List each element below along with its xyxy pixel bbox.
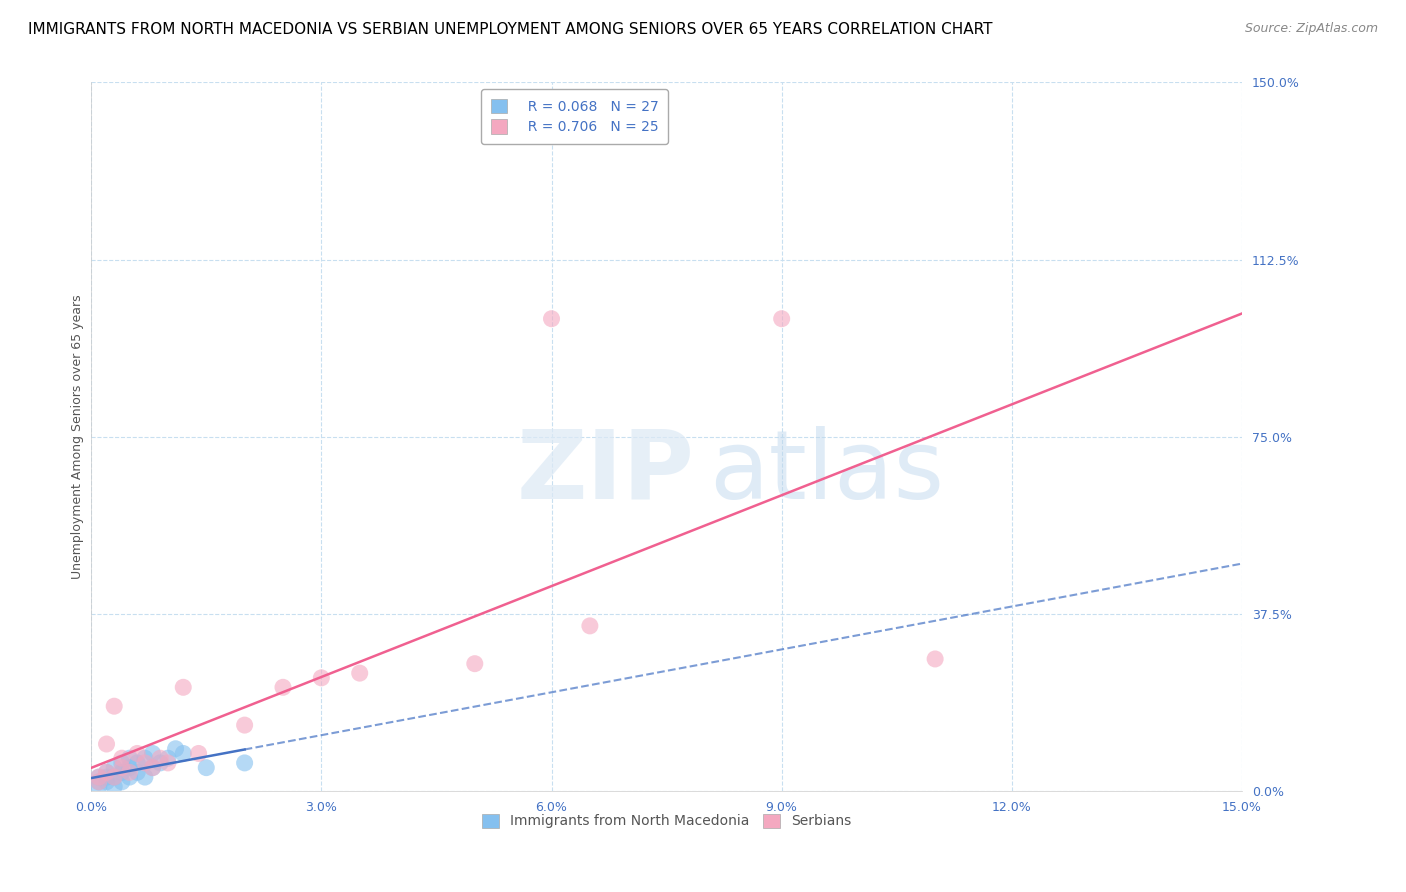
Point: [924, 652, 946, 666]
Point: [118, 751, 141, 765]
Text: IMMIGRANTS FROM NORTH MACEDONIA VS SERBIAN UNEMPLOYMENT AMONG SENIORS OVER 65 YE: IMMIGRANTS FROM NORTH MACEDONIA VS SERBI…: [28, 22, 993, 37]
Point: [103, 699, 125, 714]
Point: [103, 780, 125, 794]
Point: [118, 770, 141, 784]
Point: [87, 770, 110, 784]
Text: ZIP: ZIP: [517, 425, 695, 519]
Text: Source: ZipAtlas.com: Source: ZipAtlas.com: [1244, 22, 1378, 36]
Point: [540, 311, 562, 326]
Legend: Immigrants from North Macedonia, Serbians: Immigrants from North Macedonia, Serbian…: [477, 808, 856, 834]
Point: [134, 751, 156, 765]
Point: [156, 751, 179, 765]
Point: [172, 681, 194, 695]
Point: [311, 671, 333, 685]
Point: [579, 619, 602, 633]
Point: [172, 747, 194, 761]
Point: [96, 737, 118, 751]
Point: [87, 780, 110, 794]
Point: [111, 761, 134, 775]
Point: [103, 761, 125, 775]
Point: [233, 756, 256, 770]
Point: [111, 765, 134, 780]
Point: [156, 756, 179, 770]
Point: [233, 718, 256, 732]
Point: [134, 770, 156, 784]
Point: [127, 756, 149, 770]
Point: [111, 774, 134, 789]
Point: [149, 751, 172, 765]
Point: [195, 761, 218, 775]
Point: [87, 770, 110, 784]
Point: [96, 770, 118, 784]
Point: [142, 747, 165, 761]
Point: [165, 741, 187, 756]
Point: [96, 774, 118, 789]
Point: [87, 774, 110, 789]
Point: [111, 756, 134, 770]
Point: [149, 756, 172, 770]
Point: [142, 761, 165, 775]
Point: [118, 765, 141, 780]
Point: [96, 765, 118, 780]
Point: [271, 681, 294, 695]
Text: atlas: atlas: [709, 425, 945, 519]
Point: [127, 765, 149, 780]
Point: [103, 770, 125, 784]
Point: [187, 747, 209, 761]
Point: [134, 756, 156, 770]
Point: [349, 666, 371, 681]
Point: [87, 774, 110, 789]
Point: [103, 770, 125, 784]
Point: [142, 761, 165, 775]
Y-axis label: Unemployment Among Seniors over 65 years: Unemployment Among Seniors over 65 years: [72, 294, 84, 579]
Point: [464, 657, 486, 671]
Point: [127, 747, 149, 761]
Point: [118, 761, 141, 775]
Point: [111, 751, 134, 765]
Point: [96, 765, 118, 780]
Point: [770, 311, 793, 326]
